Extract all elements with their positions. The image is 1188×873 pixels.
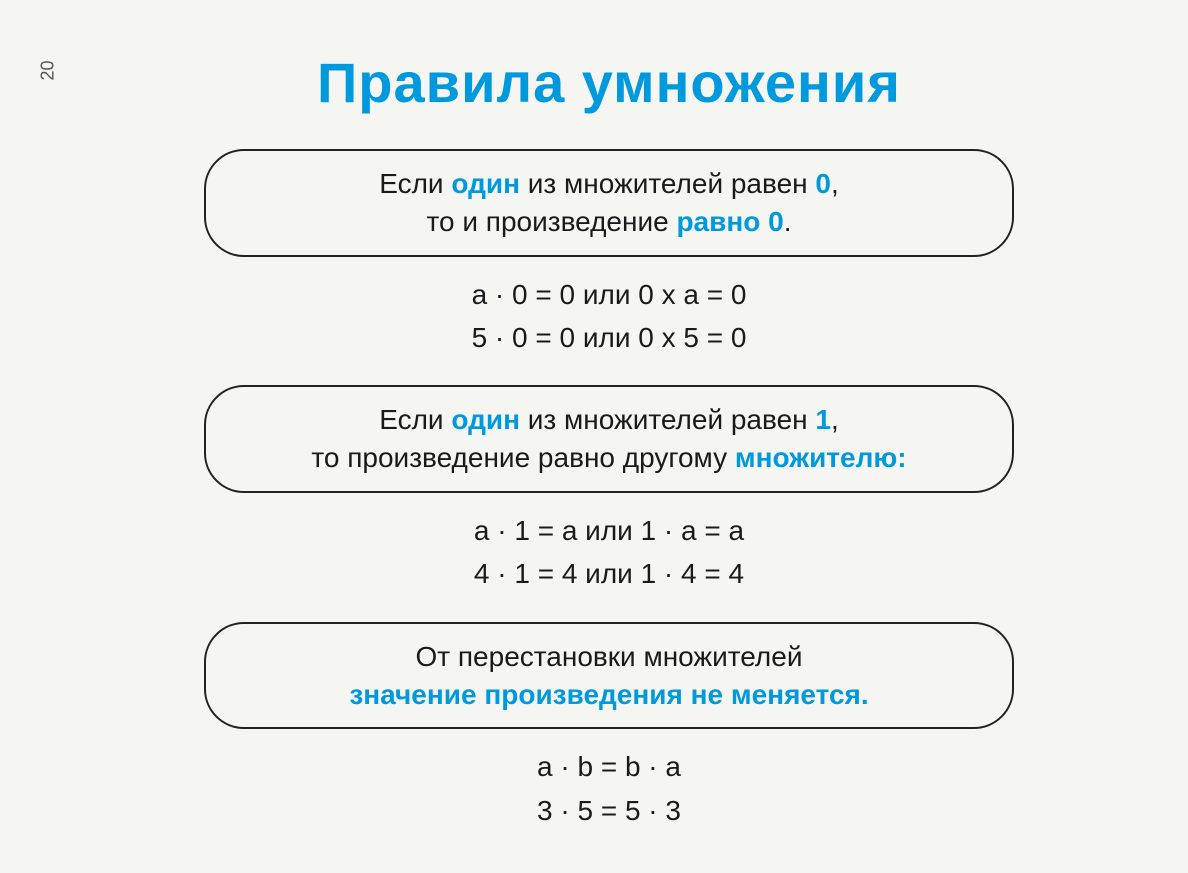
page-title: Правила умножения (130, 50, 1088, 115)
rule-line: Если один из множителей равен 0, (246, 165, 972, 203)
highlighted-text: 1 (815, 404, 831, 435)
rule-text: , (831, 168, 839, 199)
rule-line: то произведение равно другому множителю: (246, 439, 972, 477)
rule-text: Если (379, 168, 451, 199)
examples-block-3: a · b = b · a3 · 5 = 5 · 3 (130, 745, 1088, 832)
rule-line: значение произведения не меняется. (246, 676, 972, 714)
rule-line: Если один из множителей равен 1, (246, 401, 972, 439)
example-line: a · 1 = a или 1 · a = a (130, 509, 1088, 552)
page-number: 20 (38, 60, 59, 80)
rule-line: От перестановки множителей (246, 638, 972, 676)
rule-text: . (784, 206, 792, 237)
rule-text: то произведение равно другому (311, 442, 734, 473)
examples-block-1: a · 0 = 0 или 0 x a = 05 · 0 = 0 или 0 x… (130, 273, 1088, 360)
page-content: Правила умножения Если один из множителе… (0, 0, 1188, 832)
rule-text: то и произведение (427, 206, 677, 237)
rule-box-2: Если один из множителей равен 1,то произ… (204, 385, 1014, 493)
highlighted-text: равно 0 (676, 206, 783, 237)
examples-block-2: a · 1 = a или 1 · a = a4 · 1 = 4 или 1 ·… (130, 509, 1088, 596)
highlighted-text: один (451, 404, 520, 435)
rules-container: Если один из множителей равен 0,то и про… (130, 149, 1088, 832)
example-line: a · b = b · a (130, 745, 1088, 788)
example-line: 5 · 0 = 0 или 0 x 5 = 0 (130, 316, 1088, 359)
highlighted-text: множителю: (735, 442, 907, 473)
highlighted-text: один (451, 168, 520, 199)
rule-text: из множителей равен (520, 404, 815, 435)
rule-box-1: Если один из множителей равен 0,то и про… (204, 149, 1014, 257)
example-line: 4 · 1 = 4 или 1 · 4 = 4 (130, 552, 1088, 595)
rule-text: От перестановки множителей (416, 641, 803, 672)
highlighted-text: 0 (815, 168, 831, 199)
rule-text: из множителей равен (520, 168, 815, 199)
example-line: a · 0 = 0 или 0 x a = 0 (130, 273, 1088, 316)
highlighted-text: значение произведения не меняется. (349, 679, 868, 710)
rule-text: , (831, 404, 839, 435)
rule-line: то и произведение равно 0. (246, 203, 972, 241)
example-line: 3 · 5 = 5 · 3 (130, 789, 1088, 832)
rule-text: Если (379, 404, 451, 435)
rule-box-3: От перестановки множителей значение произ… (204, 622, 1014, 730)
